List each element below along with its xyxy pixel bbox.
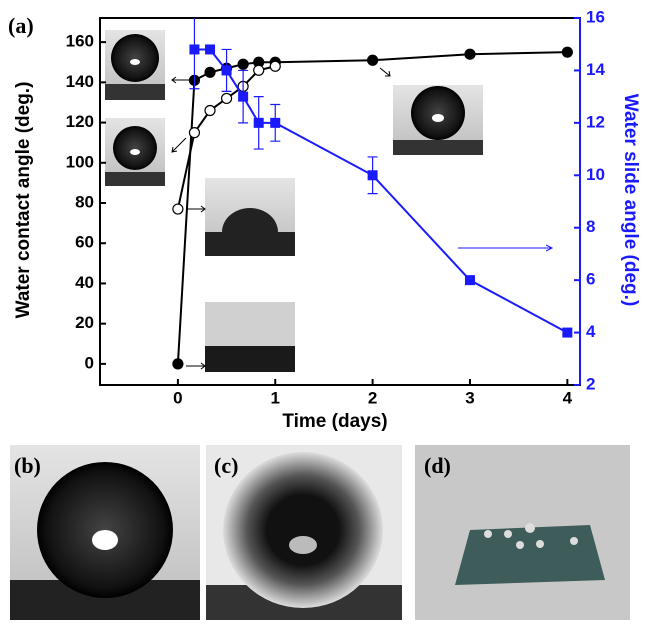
marker — [189, 44, 199, 54]
y2-axis-label: Water slide angle (deg.) — [620, 94, 641, 307]
marker — [238, 59, 248, 69]
x-tick-label: 2 — [368, 388, 377, 407]
y-tick-label: 120 — [66, 112, 94, 131]
marker — [205, 67, 215, 77]
y-tick-label: 20 — [75, 313, 94, 332]
y2-tick-label: 12 — [586, 112, 605, 131]
marker — [254, 65, 264, 75]
x-tick-label: 0 — [173, 388, 182, 407]
marker — [562, 328, 572, 338]
marker — [222, 93, 232, 103]
marker — [465, 275, 475, 285]
y-tick-label: 100 — [66, 152, 94, 171]
panel-label: (a) — [8, 13, 34, 38]
panel-label: (c) — [214, 453, 238, 478]
page: {"chart_data": {"type": "line", "panel_l… — [0, 0, 645, 628]
marker — [173, 204, 183, 214]
marker — [205, 106, 215, 116]
y-tick-label: 160 — [66, 32, 94, 51]
marker — [205, 44, 215, 54]
marker — [270, 61, 280, 71]
panel-label: (b) — [14, 453, 41, 478]
y2-tick-label: 4 — [586, 322, 596, 341]
y-tick-label: 40 — [75, 273, 94, 292]
marker — [173, 359, 183, 369]
marker — [368, 170, 378, 180]
y-tick-label: 140 — [66, 72, 94, 91]
marker — [465, 49, 475, 59]
y2-tick-label: 10 — [586, 165, 605, 184]
y-axis-label: Water contact angle (deg.) — [13, 82, 34, 319]
marker — [368, 55, 378, 65]
y-tick-label: 0 — [85, 353, 94, 372]
marker — [222, 65, 232, 75]
x-axis-label: Time (days) — [282, 411, 387, 432]
x-tick-label: 3 — [465, 388, 474, 407]
y2-tick-label: 16 — [586, 7, 605, 26]
x-tick-label: 1 — [271, 388, 280, 407]
marker — [270, 118, 280, 128]
figure: (a) Time (days) Water contact angle (deg… — [0, 0, 645, 628]
y2-tick-label: 14 — [586, 60, 605, 79]
marker — [254, 118, 264, 128]
plot-frame — [100, 18, 580, 385]
y-tick-label: 80 — [75, 192, 94, 211]
x-tick-label: 4 — [563, 388, 573, 407]
y2-tick-label: 6 — [586, 270, 595, 289]
inset-photos — [105, 30, 483, 372]
marker — [189, 128, 199, 138]
y2-tick-label: 2 — [586, 374, 595, 393]
y2-tick-label: 8 — [586, 217, 595, 236]
y-tick-label: 60 — [75, 233, 94, 252]
marker — [562, 47, 572, 57]
panel-label: (d) — [424, 453, 451, 478]
marker — [238, 92, 248, 102]
